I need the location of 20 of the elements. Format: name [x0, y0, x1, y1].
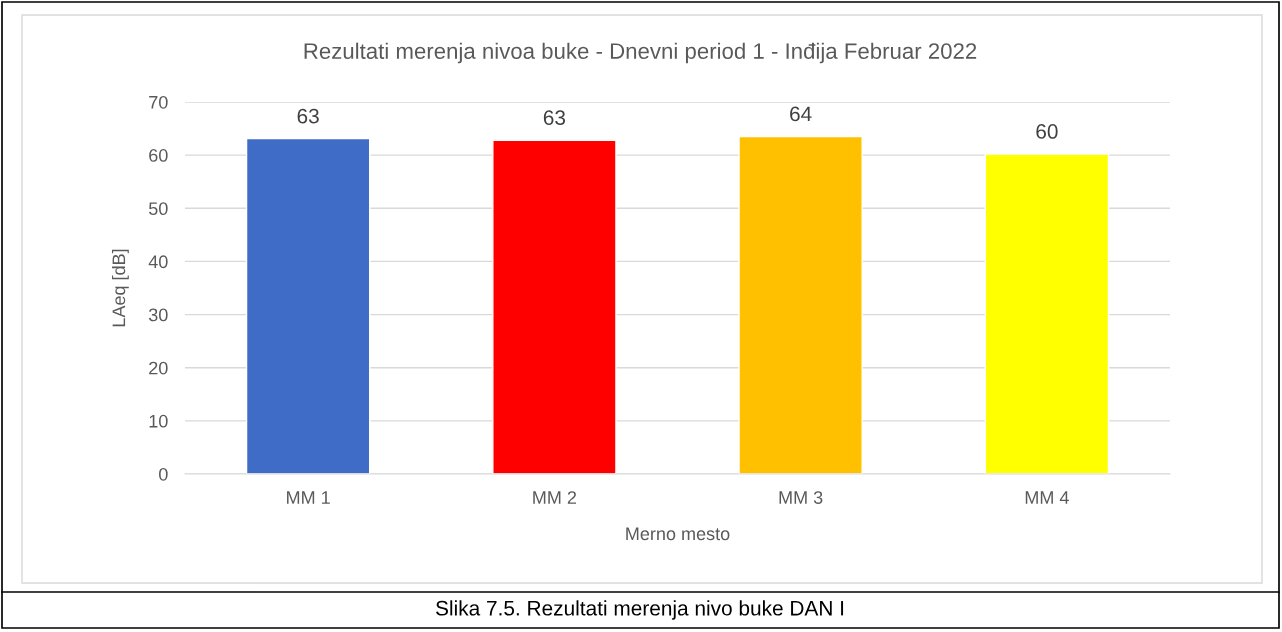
text: Slika 7.5. Rezultati merenja nivo buke DAN I [436, 600, 844, 620]
y-tick-label: 0 [159, 467, 168, 481]
x-tick-label: MM 4 [1025, 491, 1069, 504]
data-label: 64 [790, 106, 812, 122]
y-tick-label: 40 [148, 255, 168, 269]
y-tick-label: 60 [149, 149, 168, 162]
data-label: 63 [543, 110, 566, 126]
y-tick-label: 20 [149, 361, 168, 375]
y-tick-label: 70 [149, 95, 168, 109]
x-tick-label: MM 1 [287, 491, 330, 504]
data-label: 60 [1036, 124, 1058, 139]
x-tick-label: MM 2 [533, 491, 577, 504]
y-tick-label: 30 [148, 308, 168, 322]
y-tick-label: 10 [149, 414, 168, 428]
data-label: 63 [297, 108, 319, 124]
x-tick-label: MM 3 [779, 491, 823, 504]
y-axis-title: LAeq [dB] [111, 249, 129, 327]
y-tick-label: 50 [148, 202, 168, 216]
x-axis-title: Merno mesto [626, 527, 730, 541]
chart-title: Rezultati merenja nivoa buke - Dnevni period 1 - Inđija Februar 2022 [304, 42, 977, 64]
